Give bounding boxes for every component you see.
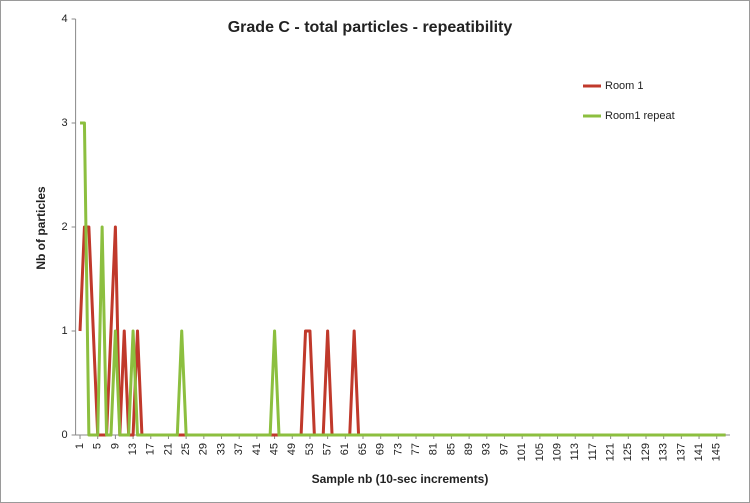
x-tick-label: 17: [145, 443, 157, 455]
x-tick-label: 9: [109, 443, 121, 449]
x-tick-label: 49: [286, 443, 298, 455]
x-tick-label: 1: [74, 443, 86, 449]
x-tick-label: 21: [162, 443, 174, 455]
y-tick-label: 2: [61, 221, 67, 233]
x-tick-label: 81: [428, 443, 440, 455]
x-tick-label: 105: [534, 443, 546, 461]
x-tick-label: 133: [658, 443, 670, 461]
series-line: [80, 121, 726, 437]
x-axis-label: Sample nb (10-sec increments): [312, 472, 489, 486]
legend-label: Room 1: [605, 80, 644, 92]
x-tick-label: 101: [516, 443, 528, 461]
x-tick-label: 45: [268, 443, 280, 455]
x-tick-label: 129: [640, 443, 652, 461]
x-tick-label: 77: [410, 443, 422, 455]
x-tick-label: 57: [322, 443, 334, 455]
chart-title: Grade C - total particles - repeatibilit…: [228, 19, 513, 36]
x-tick-label: 125: [622, 443, 634, 461]
y-tick-label: 3: [61, 117, 67, 129]
y-axis-label: Nb of particles: [34, 186, 48, 270]
x-tick-label: 33: [215, 443, 227, 455]
y-tick-label: 4: [61, 13, 67, 25]
x-tick-label: 37: [233, 443, 245, 455]
x-tick-label: 113: [569, 443, 581, 461]
x-tick-label: 69: [375, 443, 387, 455]
x-tick-label: 29: [198, 443, 210, 455]
x-tick-label: 141: [693, 443, 705, 461]
x-tick-label: 65: [357, 443, 369, 455]
x-tick-label: 145: [711, 443, 723, 461]
x-tick-label: 13: [127, 443, 139, 455]
x-tick-label: 25: [180, 443, 192, 455]
x-tick-label: 121: [605, 443, 617, 461]
x-tick-label: 93: [481, 443, 493, 455]
x-tick-label: 89: [463, 443, 475, 455]
legend-label: Room1 repeat: [605, 110, 675, 122]
x-tick-label: 117: [587, 443, 599, 461]
x-tick-label: 5: [92, 443, 104, 449]
y-tick-label: 1: [61, 325, 67, 337]
x-tick-label: 53: [304, 443, 316, 455]
y-tick-label: 0: [61, 429, 67, 441]
x-tick-label: 85: [445, 443, 457, 455]
x-tick-label: 109: [551, 443, 563, 461]
x-tick-label: 137: [675, 443, 687, 461]
x-tick-label: 41: [251, 443, 263, 455]
x-tick-label: 73: [392, 443, 404, 455]
x-tick-label: 97: [498, 443, 510, 455]
x-tick-label: 61: [339, 443, 351, 455]
